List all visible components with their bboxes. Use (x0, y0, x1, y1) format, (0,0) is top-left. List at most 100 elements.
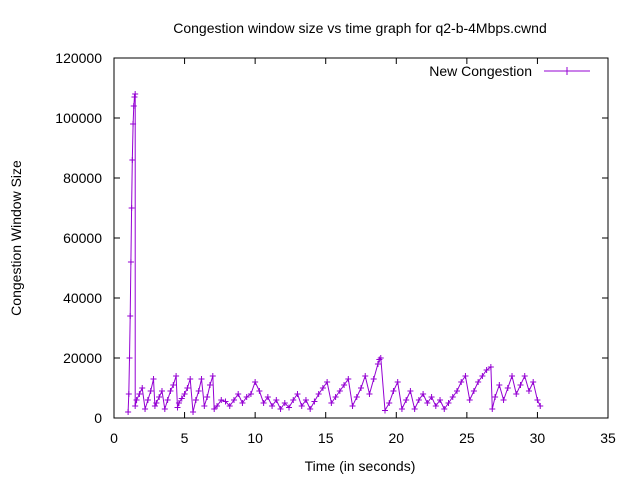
data-point (470, 388, 477, 394)
data-point (411, 406, 418, 412)
series-line (127, 93, 541, 413)
data-point (386, 400, 393, 406)
data-point (537, 403, 544, 409)
data-point (311, 398, 318, 405)
data-point (130, 121, 137, 127)
data-point (349, 403, 356, 409)
series-layer (125, 91, 544, 415)
data-point (362, 373, 369, 379)
data-point (264, 394, 271, 400)
data-point (449, 394, 456, 400)
data-point (403, 397, 410, 403)
data-point (161, 406, 168, 412)
data-point (230, 397, 237, 403)
data-point (226, 403, 233, 409)
data-point (319, 385, 326, 391)
data-point (128, 205, 135, 211)
data-point (445, 400, 452, 406)
data-point (201, 403, 208, 409)
y-tick-label: 80000 (63, 170, 102, 186)
data-point (147, 388, 154, 394)
data-point (136, 391, 143, 397)
data-point (307, 406, 314, 412)
data-point (377, 355, 384, 361)
data-point (281, 400, 288, 406)
data-point (366, 391, 373, 397)
data-point (298, 403, 305, 409)
data-point (142, 406, 149, 412)
data-point (222, 398, 229, 405)
data-point (437, 397, 444, 403)
data-point (534, 397, 541, 403)
data-point (332, 394, 339, 400)
data-point (521, 373, 528, 379)
data-point (144, 397, 151, 403)
data-point (475, 379, 482, 385)
data-point (513, 391, 520, 397)
data-point (187, 376, 194, 382)
data-point (247, 391, 254, 397)
data-point (381, 407, 388, 414)
x-axis-label: Time (in seconds) (305, 458, 416, 474)
data-point (156, 394, 163, 400)
data-point (125, 409, 132, 415)
x-tick-label: 20 (388, 430, 404, 446)
data-point (170, 382, 177, 388)
data-point (150, 376, 157, 382)
data-point (174, 404, 181, 411)
data-point (415, 397, 422, 403)
data-point (198, 376, 205, 382)
data-point (127, 259, 134, 265)
data-point (458, 379, 465, 385)
data-point (130, 103, 137, 109)
data-point (269, 403, 276, 409)
data-point (398, 406, 405, 412)
y-tick-label: 100000 (55, 110, 102, 126)
data-point (164, 397, 171, 403)
data-point (235, 391, 242, 397)
data-point (139, 385, 146, 391)
data-point (353, 394, 360, 400)
x-tick-label: 25 (459, 430, 475, 446)
data-point (153, 400, 160, 406)
data-point (407, 388, 414, 394)
x-tick-label: 10 (247, 430, 263, 446)
data-point (294, 391, 301, 397)
data-point (260, 400, 267, 406)
data-point (530, 379, 537, 385)
data-point (125, 391, 132, 397)
x-tick-label: 0 (110, 430, 118, 446)
data-point (131, 94, 138, 100)
y-axis-label: Congestion Window Size (8, 160, 24, 316)
series-new-congestion (125, 91, 544, 415)
data-point (239, 400, 246, 406)
data-point (370, 376, 377, 382)
data-point (453, 388, 460, 394)
x-tick-label: 5 (181, 430, 189, 446)
data-point (173, 373, 180, 379)
data-point (151, 403, 158, 409)
data-point (181, 391, 188, 397)
data-point (277, 406, 284, 412)
y-tick-label: 60000 (63, 230, 102, 246)
data-point (286, 404, 293, 411)
data-point (133, 397, 140, 403)
data-point (204, 394, 211, 400)
data-point (420, 391, 427, 397)
data-point (178, 395, 185, 402)
data-point (273, 397, 280, 403)
y-tick-label: 120000 (55, 50, 102, 66)
data-point (394, 379, 401, 385)
data-point (324, 379, 331, 385)
legend: New Congestion (429, 63, 590, 79)
x-tick-label: 30 (530, 430, 546, 446)
legend-marker-icon (563, 67, 571, 75)
data-point (432, 403, 439, 409)
data-point (302, 397, 309, 403)
data-point (466, 397, 473, 403)
data-point (504, 385, 511, 391)
data-point (374, 361, 381, 367)
data-point (483, 367, 490, 373)
data-point (428, 394, 435, 400)
data-point (158, 388, 165, 394)
